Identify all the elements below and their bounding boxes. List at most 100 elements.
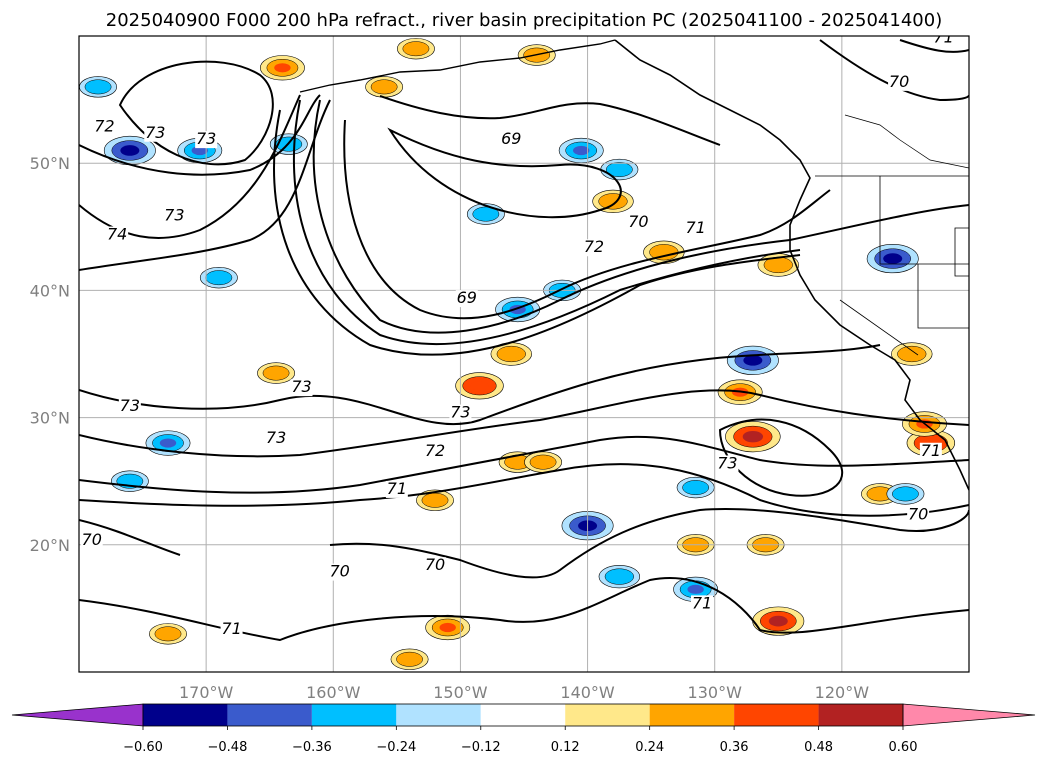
map-area: 72 73 73 73 74 73 73 73 70 71 69 69 70 71 72 73 72 71 70 70…	[79, 27, 969, 672]
precip-anomaly-blob-core	[120, 145, 140, 156]
precip-anomaly-blob-core	[274, 63, 291, 73]
contour-label: 69	[501, 129, 521, 148]
precip-anomaly-blob-core	[768, 615, 788, 627]
refractivity-contour-71	[899, 39, 969, 53]
colorbar-tick-label: −0.12	[461, 740, 501, 755]
contour-label: 72	[425, 441, 445, 460]
contour-label-bg	[144, 124, 167, 142]
precip-anomaly-blob-core	[428, 496, 442, 505]
lon-tick-label: 160°W	[306, 683, 361, 702]
contour-label: 71	[221, 619, 241, 638]
colorbar-tick-label: 0.24	[635, 740, 664, 755]
colorbar-segment	[818, 704, 903, 726]
precip-anomaly-blob-core	[470, 380, 489, 391]
refractivity-contour-72	[79, 435, 969, 494]
contour-label: 71	[921, 441, 941, 460]
precip-anomaly-blob-core	[883, 253, 903, 264]
colorbar-segment	[734, 704, 819, 726]
precip-anomaly-blob-core	[898, 490, 913, 498]
contour-label: 73	[450, 403, 470, 422]
colorbar-segment	[396, 704, 481, 726]
precip-anomaly-blob-core	[503, 349, 519, 359]
lon-tick-label: 140°W	[560, 683, 615, 702]
refractivity-contour-70	[79, 508, 969, 579]
contour-label: 73	[291, 377, 311, 396]
precip-anomaly-blob-core	[191, 145, 208, 156]
contour-label-bg	[80, 531, 103, 549]
contour-label-bg	[627, 213, 650, 231]
contour-label: 71	[933, 27, 953, 46]
precip-anomaly-blob-core	[478, 210, 493, 218]
precip-anomaly-blob-core	[688, 483, 703, 492]
colorbar-tick-label: −0.60	[123, 740, 163, 755]
contour-label: 73	[266, 428, 286, 447]
colorbar-tick-label: −0.48	[208, 740, 248, 755]
latitude-ticks: 50°N 40°N 30°N 20°N	[30, 154, 70, 555]
contour-label-bg	[684, 220, 707, 238]
precip-anomaly-blob-core	[742, 430, 764, 443]
precip-anomaly-blob-core	[122, 477, 137, 486]
precip-anomaly-blob-core	[612, 165, 627, 174]
colorbar-segment	[227, 704, 312, 726]
contour-labels-layer: 72 73 73 73 74 73 73 73 70 71 69 69 70 71 72 73 72 71 70 70…	[80, 27, 955, 638]
precip-anomaly-blob-core	[573, 145, 590, 156]
contour-label: 70	[889, 72, 909, 91]
contour-label: 71	[692, 593, 712, 612]
contour-label-bg	[716, 455, 739, 473]
colorbar-segment	[143, 704, 228, 726]
contour-label: 72	[584, 237, 604, 256]
contour-label: 71	[685, 218, 705, 237]
contour-label: 69	[457, 288, 477, 307]
contour-label-bg	[424, 442, 446, 460]
precip-anomaly-blob-core	[536, 458, 550, 466]
colorbar-segment	[565, 704, 650, 726]
refractivity-contour-73	[79, 389, 969, 458]
coastline-layer	[299, 39, 969, 491]
contour-label-bg	[385, 480, 408, 498]
alaska-aleutian-coastline	[299, 39, 616, 93]
contour-label-bg	[919, 442, 942, 460]
lon-tick-label: 120°W	[815, 683, 870, 702]
contour-label: 74	[107, 225, 127, 244]
contour-label-bg	[691, 595, 713, 613]
precip-anomaly-blob-core	[743, 355, 763, 366]
lat-tick-label: 40°N	[30, 281, 70, 300]
colorbar: −0.60 −0.48 −0.36 −0.24 −0.12 0.12 0.24 0.36 0.4…	[11, 703, 1036, 755]
contour-label: 72	[94, 116, 114, 135]
canada-us-border	[844, 114, 969, 169]
contour-label-bg	[500, 131, 523, 149]
precip-anomaly-blob-core	[161, 629, 175, 638]
precip-anomaly-blob-core	[409, 44, 423, 53]
refractivity-contour-69	[343, 119, 831, 320]
lat-tick-label: 20°N	[30, 536, 70, 555]
lon-tick-label: 150°W	[433, 683, 488, 702]
contour-label: 73	[145, 123, 165, 142]
contour-label: 70	[329, 562, 349, 581]
colorbar-tick-label: 0.36	[720, 740, 749, 755]
contour-label-bg	[220, 620, 243, 638]
precip-anomaly-blob-core	[605, 197, 621, 206]
contour-label: 73	[717, 453, 737, 472]
refractivity-contour-69	[387, 127, 622, 219]
contour-label-bg	[449, 404, 472, 422]
contour-label: 73	[196, 129, 216, 148]
contour-label: 70	[425, 555, 445, 574]
colorbar-extend-high	[902, 703, 1036, 727]
contour-label-bg	[424, 557, 446, 575]
colorbar-frame	[142, 703, 904, 727]
contour-label-bg	[106, 226, 129, 244]
contour-label: 73	[164, 205, 184, 224]
precip-anomaly-blob-core	[687, 584, 704, 594]
precip-anomaly-blob-core	[159, 438, 177, 448]
contour-label-bg	[265, 430, 288, 448]
contour-label-bg	[907, 506, 930, 524]
contour-label: 70	[82, 530, 102, 549]
contour-label-bg	[290, 379, 313, 397]
lat-tick-label: 30°N	[30, 409, 70, 428]
contour-label: 71	[387, 479, 407, 498]
precip-anomaly-blob-core	[402, 655, 417, 664]
colorbar-segment	[311, 704, 397, 726]
colorbar-tick-label: −0.24	[376, 740, 416, 755]
longitude-ticks: 170°W 160°W 150°W 140°W 130°W 120°W	[179, 683, 869, 702]
